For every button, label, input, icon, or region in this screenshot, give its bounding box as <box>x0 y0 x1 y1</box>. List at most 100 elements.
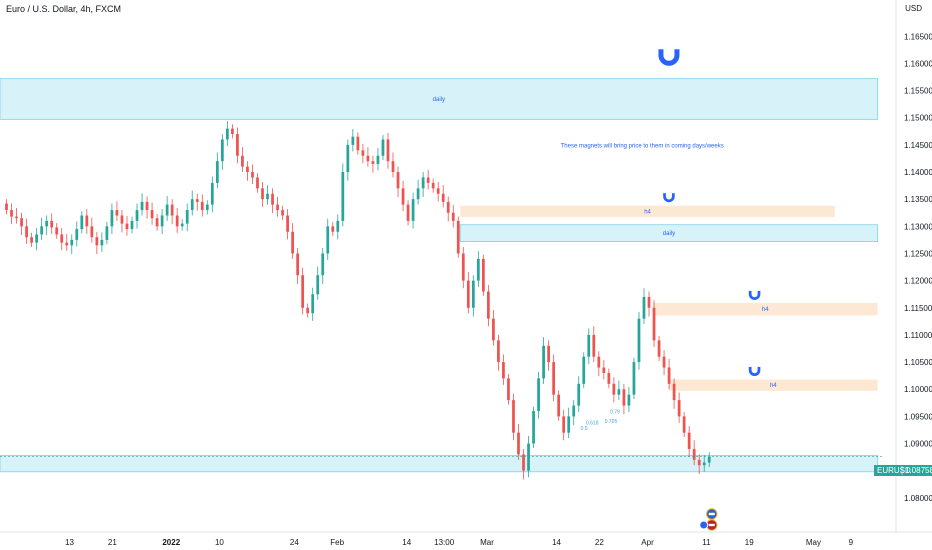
candle-body-11 <box>60 234 64 243</box>
magnets-layer <box>658 45 761 376</box>
candle-body-39 <box>200 201 204 211</box>
candle-body-135 <box>682 416 686 433</box>
currency-label: USD <box>905 4 922 13</box>
candle-body-60 <box>306 307 310 314</box>
candle-body-15 <box>80 215 84 230</box>
magnet-icon <box>663 190 675 203</box>
zone-daily-2[interactable] <box>459 224 879 242</box>
x-tick-label: 13 <box>65 538 74 547</box>
y-tick-label: 1.15000 <box>904 114 932 123</box>
candle-body-57 <box>291 231 294 254</box>
candle-body-70 <box>356 136 360 151</box>
candle-body-79 <box>401 188 405 205</box>
candle-body-113 <box>572 405 576 417</box>
x-tick-label: 13:00 <box>434 538 455 547</box>
candle-body-76 <box>386 139 390 162</box>
x-tick-label: 9 <box>849 538 854 547</box>
candle-body-93 <box>471 280 475 308</box>
candle-body-82 <box>416 188 420 200</box>
candle-body-21 <box>110 210 114 227</box>
x-tick-label: Mar <box>480 538 494 547</box>
candle-body-86 <box>436 188 440 194</box>
candle-body-111 <box>562 416 566 433</box>
candle-body-127 <box>642 296 646 319</box>
eu-flag-icon[interactable] <box>706 508 718 520</box>
x-tick-label: May <box>806 538 821 547</box>
candle-body-102 <box>517 432 520 455</box>
candle-body-28 <box>145 201 149 211</box>
candle-body-53 <box>271 193 274 205</box>
candle-body-137 <box>692 448 696 460</box>
candle-body-1 <box>10 210 13 217</box>
x-tick-label: 21 <box>108 538 117 547</box>
candle-body-88 <box>446 201 450 213</box>
candle-body-13 <box>70 239 74 246</box>
x-tick-label: 14 <box>402 538 411 547</box>
zone-h4-4[interactable] <box>668 379 878 391</box>
candle-body-105 <box>532 410 535 444</box>
x-tick-label: Apr <box>641 538 654 547</box>
candle-body-66 <box>336 220 340 232</box>
candle-body-72 <box>366 155 370 162</box>
candle-body-117 <box>592 334 596 357</box>
y-tick-label: 1.16000 <box>904 59 932 68</box>
x-tick-label: 19 <box>745 538 754 547</box>
zone-label-1: h4 <box>644 209 651 215</box>
y-tick-label: 1.08000 <box>904 494 932 503</box>
candle-body-56 <box>286 215 289 232</box>
candle-body-106 <box>537 378 540 411</box>
candle-body-34 <box>175 215 179 227</box>
candle-body-87 <box>441 193 445 202</box>
candle-body-101 <box>512 400 515 433</box>
fib-label-2: 0.705 <box>605 419 618 425</box>
candle-body-108 <box>547 345 550 363</box>
candle-body-59 <box>301 275 305 308</box>
price-tag: EURUSD 1.08758 <box>874 465 932 476</box>
candle-body-124 <box>627 394 631 406</box>
candle-body-110 <box>557 394 561 417</box>
candle-body-10 <box>55 227 59 235</box>
y-tick-label: 1.12000 <box>904 277 932 286</box>
candle-body-55 <box>281 210 284 216</box>
zone-daily-5[interactable] <box>0 455 879 473</box>
candle-body-6 <box>35 234 38 243</box>
candle-body-104 <box>527 443 530 471</box>
y-tick-label: 1.10000 <box>904 385 932 394</box>
candle-body-85 <box>431 182 435 189</box>
candle-body-41 <box>210 182 214 205</box>
candle-body-90 <box>456 220 460 254</box>
candle-body-126 <box>637 318 641 363</box>
candle-body-38 <box>195 199 199 202</box>
zone-h4-1[interactable] <box>460 205 835 218</box>
candle-body-71 <box>361 150 365 156</box>
x-tick-label: 22 <box>595 538 604 547</box>
zone-daily-0[interactable] <box>0 78 879 120</box>
y-tick-label: 1.14000 <box>904 168 932 177</box>
candle-body-95 <box>481 258 485 292</box>
event-marker-icon[interactable] <box>699 520 709 530</box>
candle-body-18 <box>95 237 99 246</box>
candle-body-51 <box>261 188 264 200</box>
zone-label-2: daily <box>663 231 675 237</box>
candle-body-120 <box>607 372 611 384</box>
zone-h4-3[interactable] <box>652 302 878 316</box>
candle-body-64 <box>326 226 330 254</box>
x-tick-label: Feb <box>330 538 344 547</box>
candle-body-54 <box>276 204 279 211</box>
y-tick-label: 1.09500 <box>904 412 932 421</box>
candle-body-129 <box>652 307 656 341</box>
candles-layer <box>5 121 711 480</box>
price-tag-value: 1.08758 <box>905 466 932 475</box>
candle-body-45 <box>231 128 234 135</box>
candle-body-130 <box>657 340 661 357</box>
candle-body-20 <box>105 226 109 240</box>
price-axis: 1.16500 1.16000 1.15500 1.15000 1.14500 1.140… <box>904 32 932 503</box>
candle-body-109 <box>552 362 556 395</box>
candle-body-27 <box>140 201 144 211</box>
candle-body-83 <box>421 177 425 189</box>
candle-body-17 <box>90 226 94 238</box>
candle-body-63 <box>321 253 325 276</box>
candle-body-23 <box>120 215 124 224</box>
fib-label-3: 0.79 <box>610 410 620 416</box>
